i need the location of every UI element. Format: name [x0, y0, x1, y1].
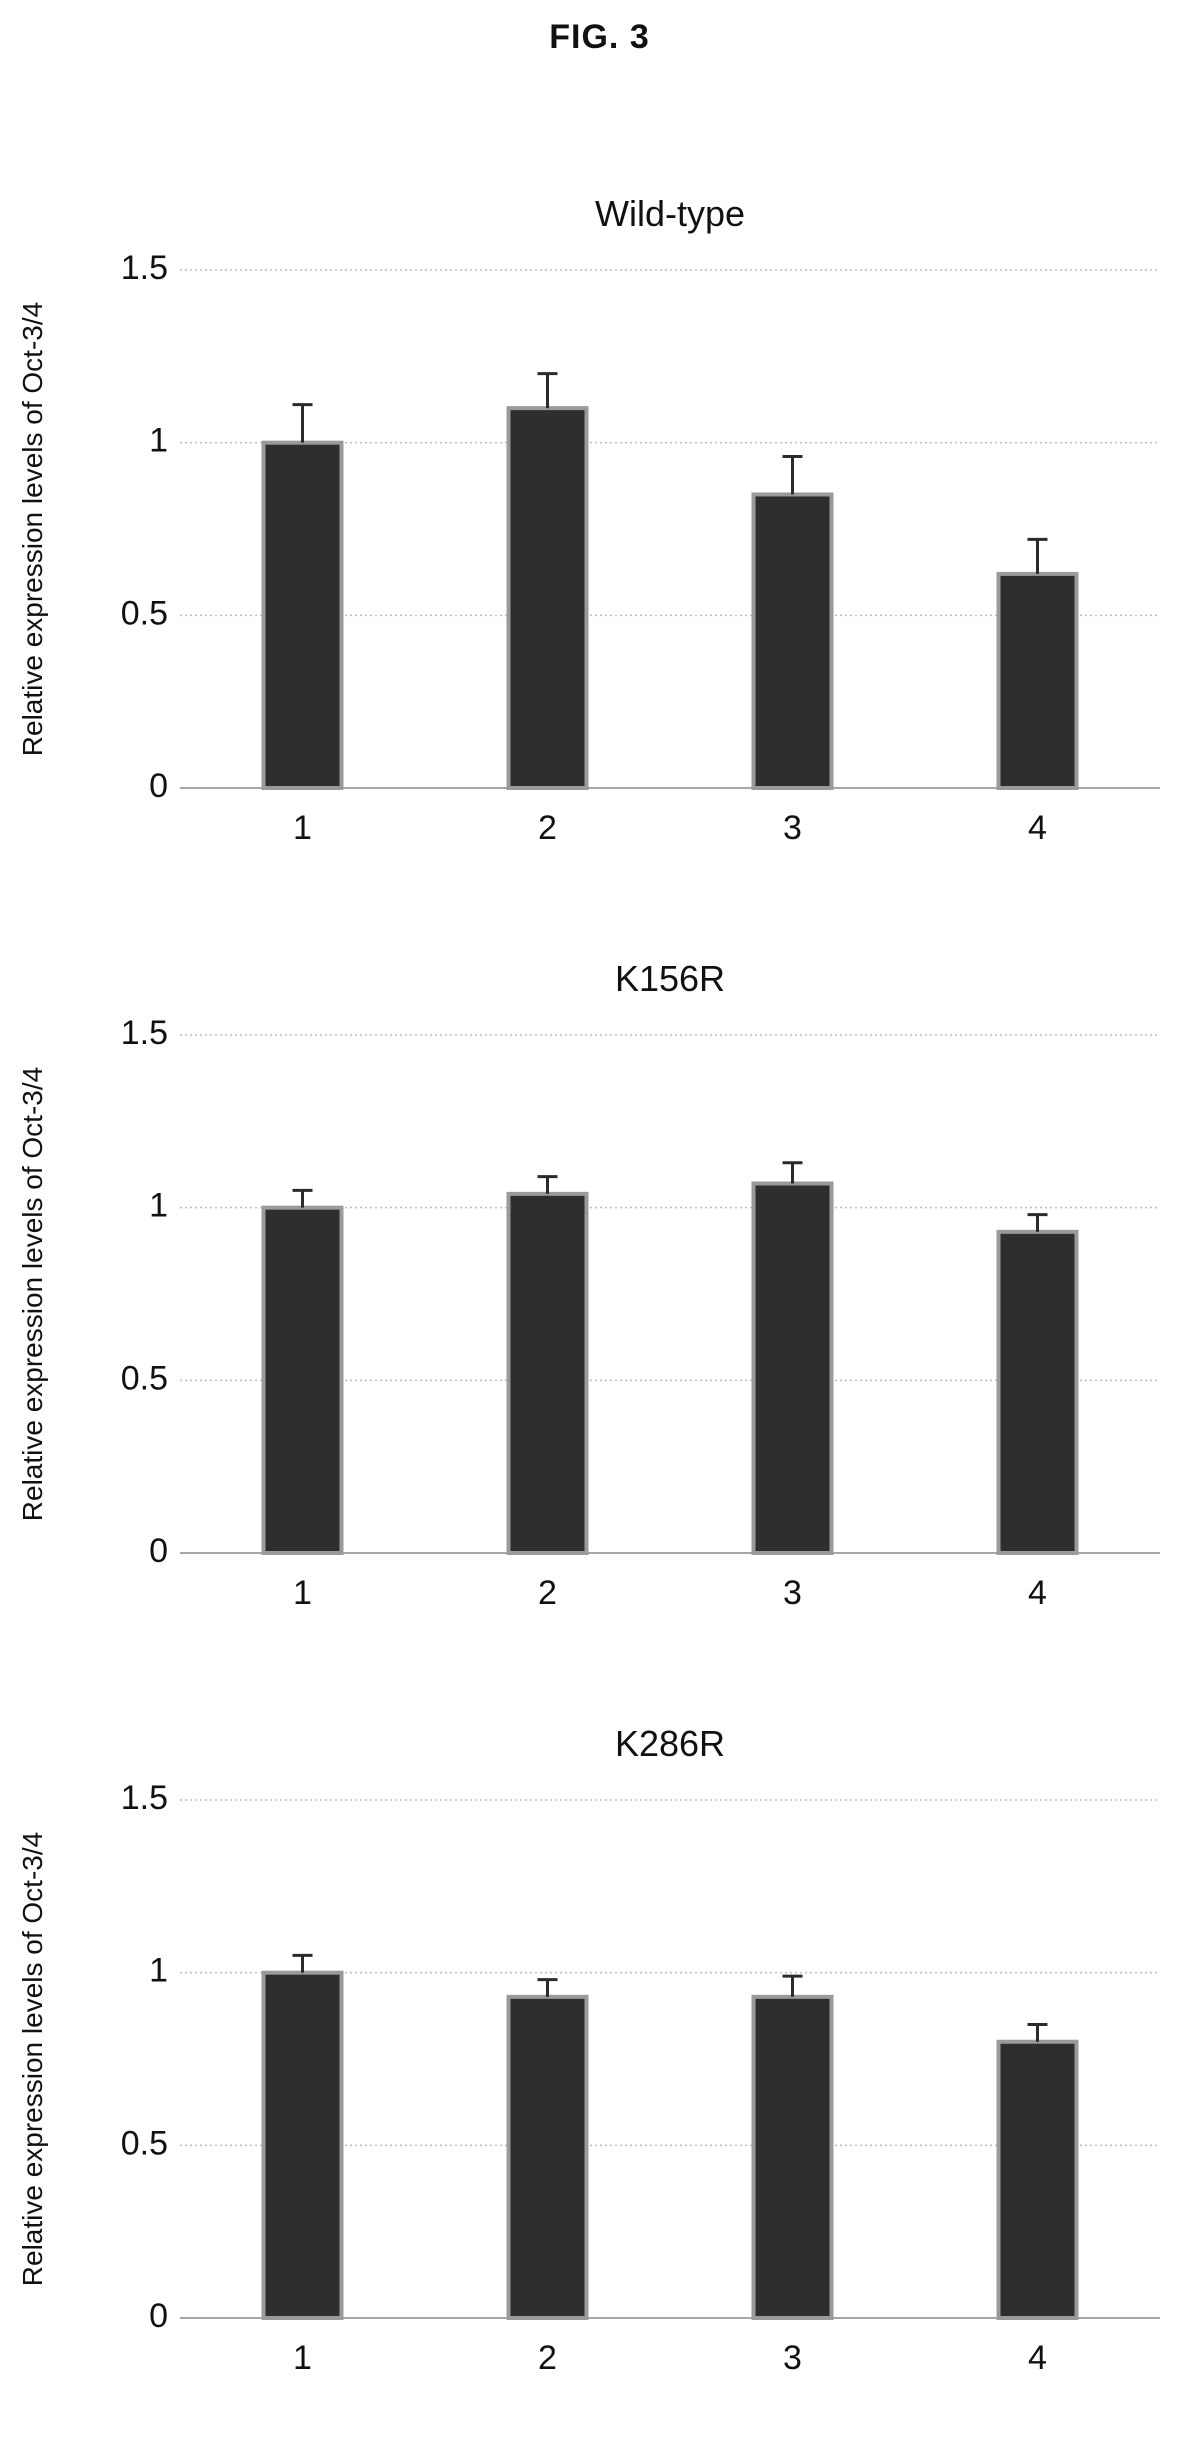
bar: [999, 574, 1077, 788]
y-axis-label: Relative expression levels of Oct-3/4: [17, 302, 48, 756]
figure-title: FIG. 3: [0, 18, 1199, 57]
x-tick-label: 4: [1028, 2339, 1047, 2377]
x-tick-label: 3: [783, 2339, 802, 2377]
y-tick-label: 0: [149, 1532, 168, 1570]
y-tick-label: 1.5: [121, 1779, 168, 1817]
bar: [754, 1997, 832, 2318]
y-tick-label: 0.5: [121, 1359, 168, 1397]
y-tick-label: 1.5: [121, 1014, 168, 1052]
bar: [999, 1232, 1077, 1553]
chart-wild-type: Wild-type Relative expression levels of O…: [0, 170, 1199, 930]
bar: [999, 2042, 1077, 2318]
x-tick-label: 3: [783, 1574, 802, 1612]
y-tick-label: 1: [149, 1187, 168, 1225]
x-tick-label: 2: [538, 809, 557, 847]
y-tick-label: 0.5: [121, 594, 168, 632]
bar: [509, 1194, 587, 1553]
bar: [509, 408, 587, 788]
bar: [264, 1208, 342, 1553]
x-tick-label: 4: [1028, 1574, 1047, 1612]
bar: [754, 494, 832, 788]
y-tick-label: 1: [149, 1952, 168, 1990]
x-tick-label: 1: [293, 1574, 312, 1612]
y-axis-label: Relative expression levels of Oct-3/4: [17, 1067, 48, 1521]
x-tick-label: 2: [538, 1574, 557, 1612]
y-axis-label: Relative expression levels of Oct-3/4: [17, 1832, 48, 2286]
y-tick-label: 1: [149, 422, 168, 460]
y-tick-label: 0: [149, 767, 168, 805]
bar: [509, 1997, 587, 2318]
chart-k286r: K286R Relative expression levels of Oct-3…: [0, 1700, 1199, 2460]
x-tick-label: 1: [293, 2339, 312, 2377]
y-tick-label: 0.5: [121, 2124, 168, 2162]
bar: [264, 1973, 342, 2318]
chart-title: K286R: [615, 1723, 725, 1764]
x-tick-label: 1: [293, 809, 312, 847]
y-tick-label: 0: [149, 2297, 168, 2335]
chart-k156r: K156R Relative expression levels of Oct-3…: [0, 935, 1199, 1695]
x-tick-label: 3: [783, 809, 802, 847]
y-tick-label: 1.5: [121, 249, 168, 287]
x-tick-label: 4: [1028, 809, 1047, 847]
x-tick-label: 2: [538, 2339, 557, 2377]
chart-title: Wild-type: [595, 193, 745, 234]
chart-title: K156R: [615, 958, 725, 999]
bar: [264, 443, 342, 788]
bar: [754, 1183, 832, 1553]
